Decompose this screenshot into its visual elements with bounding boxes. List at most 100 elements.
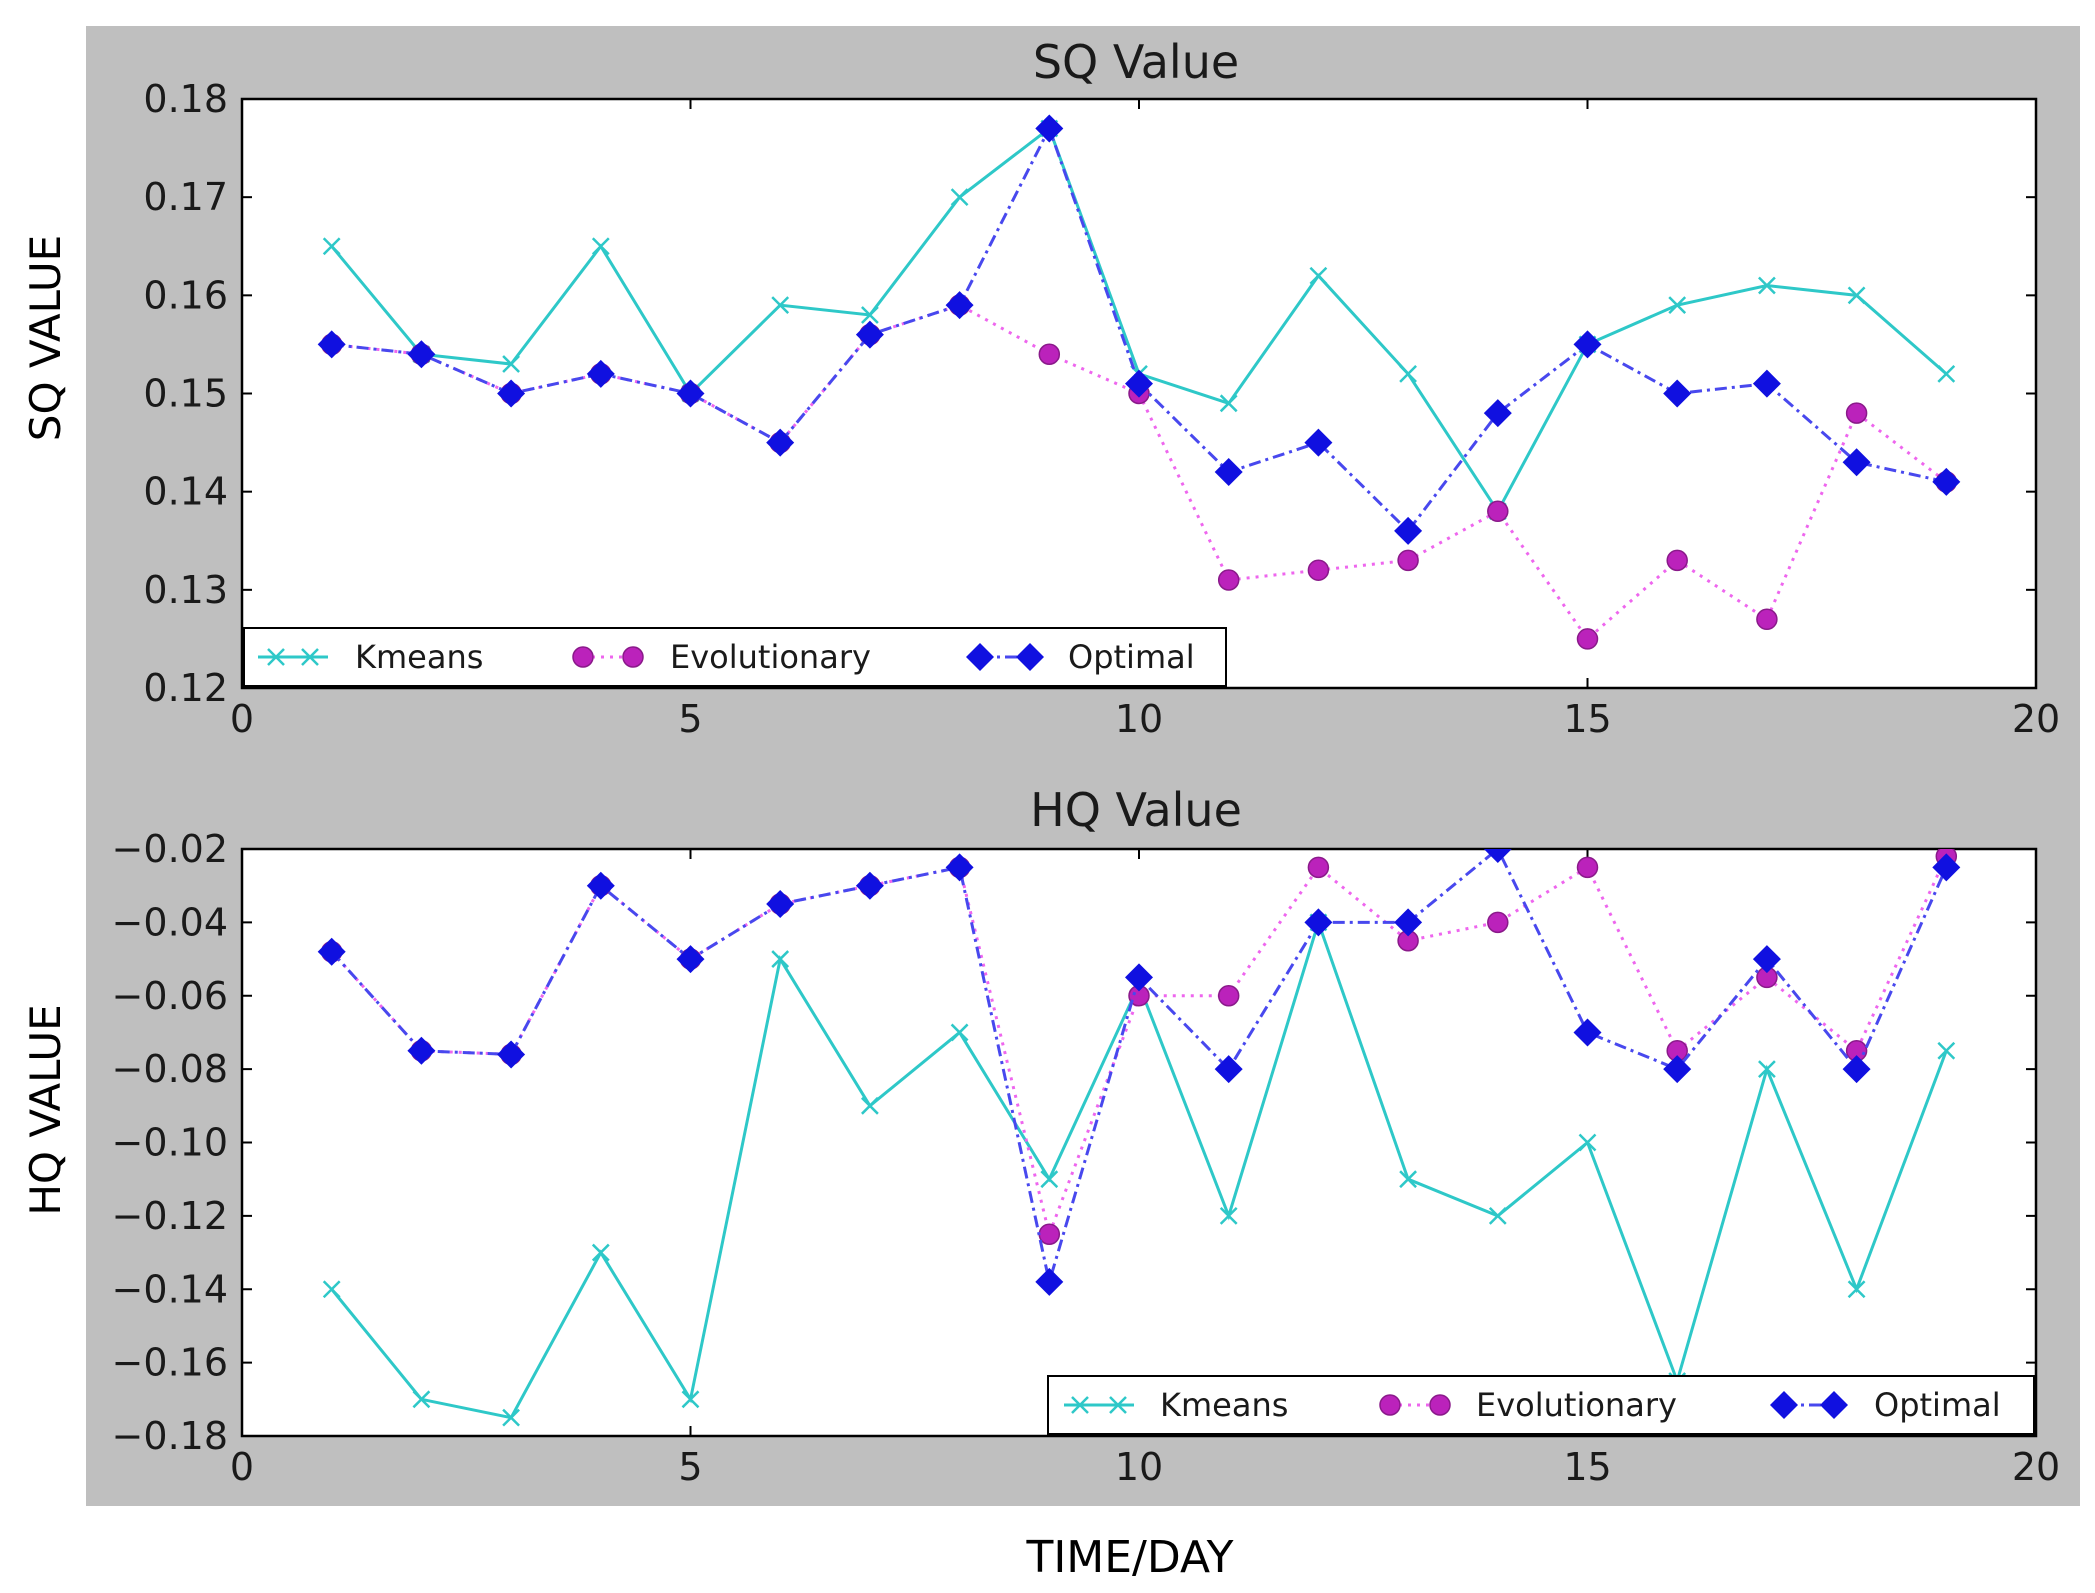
hq-kmeans-point <box>412 1390 431 1409</box>
hq-optimal-point <box>855 871 884 900</box>
sq-optimal-point <box>945 291 974 320</box>
sq-optimal-point <box>1035 114 1064 143</box>
hq-legend-kmeans-label: Kmeans <box>1160 1386 1288 1424</box>
hq-y-tick-label: −0.12 <box>112 1194 228 1238</box>
sq-evolutionary-point <box>1576 628 1599 650</box>
hq-legend-optimal-marker <box>1820 1391 1848 1419</box>
sq-y-tick-label: 0.12 <box>143 666 228 710</box>
sq-evolutionary-point <box>1307 559 1330 581</box>
sq-legend-evolutionary-marker <box>572 646 594 668</box>
hq-legend-optimal-label: Optimal <box>1874 1386 2001 1424</box>
hq-kmeans-point <box>1937 1041 1956 1060</box>
sq-chart-title: SQ Value <box>1033 35 1239 89</box>
sq-chart: SQ Value 0 5 10 15 20 0.120.130.140.150.160.… <box>21 35 2060 741</box>
hq-y-tick-label: −0.02 <box>112 827 228 871</box>
sq-kmeans-point <box>591 237 610 256</box>
hq-optimal-point <box>766 890 795 919</box>
hq-evolutionary-point <box>1038 1223 1061 1245</box>
hq-kmeans-point <box>502 1408 520 1427</box>
sq-kmeans-point <box>1399 364 1417 383</box>
hq-optimal-point <box>1663 1055 1692 1084</box>
sq-optimal-point <box>407 340 436 369</box>
hq-optimal-point <box>1752 945 1781 974</box>
sq-optimal-point <box>676 379 705 408</box>
hq-legend-box <box>1047 1375 2035 1435</box>
sq-optimal-point <box>1573 330 1602 359</box>
sq-optimal-point <box>317 330 346 359</box>
hq-kmeans-point <box>1847 1280 1866 1299</box>
hq-kmeans-point <box>950 1023 969 1042</box>
sq-series-optimal <box>317 114 1961 545</box>
sq-optimal-point <box>1214 458 1243 487</box>
sq-legend-kmeans-markers <box>267 648 319 666</box>
hq-optimal-point <box>1573 1018 1602 1047</box>
hq-evolutionary-point <box>1217 985 1240 1007</box>
hq-optimal-point <box>1483 849 1512 863</box>
hq-evolutionary-point <box>1487 911 1509 934</box>
hq-x-tick-label: 10 <box>1115 1445 1163 1489</box>
hq-kmeans-point <box>1219 1206 1238 1225</box>
sq-kmeans-point <box>1668 296 1687 315</box>
sq-legend-box <box>243 627 1227 687</box>
sq-y-tick-label: 0.18 <box>143 77 228 121</box>
hq-optimal-point <box>1304 908 1333 937</box>
sq-evolutionary-point <box>1845 402 1868 424</box>
sq-kmeans-point <box>950 188 969 207</box>
hq-series-group <box>317 849 1961 1427</box>
hq-x-tick-label: 15 <box>1563 1445 1611 1489</box>
hq-kmeans-point <box>591 1243 610 1262</box>
hq-legend-evolutionary-marker <box>1429 1394 1451 1416</box>
sq-legend-kmeans-label: Kmeans <box>355 638 483 676</box>
sq-optimal-point <box>586 359 615 388</box>
hq-legend-kmeans-markers <box>1071 1396 1127 1414</box>
hq-chart-title: HQ Value <box>1030 783 1242 837</box>
hq-optimal-point <box>1125 963 1153 992</box>
hq-y-tick-label: −0.08 <box>112 1047 228 1091</box>
hq-series-optimal <box>317 849 1961 1296</box>
sq-x-tick-label: 10 <box>1115 697 1163 741</box>
hq-y-tick-label: −0.14 <box>112 1267 228 1311</box>
sq-evolutionary-point <box>1397 549 1419 572</box>
sq-kmeans-point <box>1219 394 1238 413</box>
sq-x-tick-label: 15 <box>1563 697 1611 741</box>
sq-kmeans-point <box>1758 276 1776 295</box>
hq-optimal-point <box>497 1040 526 1069</box>
hq-x-tick-label: 0 <box>230 1445 254 1489</box>
sq-y-tick-label: 0.16 <box>143 273 228 317</box>
hq-legend-evolutionary-label: Evolutionary <box>1476 1386 1677 1424</box>
hq-kmeans-point <box>1399 1170 1417 1189</box>
hq-evolutionary-point <box>1307 856 1330 879</box>
sq-x-tick-label: 20 <box>2012 697 2060 741</box>
hq-legend-evolutionary-marker <box>1379 1394 1401 1416</box>
hq-y-axis: −0.18 −0.16 −0.14 −0.12 −0.10 −0.08 −0.06 −0.04… <box>112 827 2036 1458</box>
hq-optimal-point <box>676 945 705 974</box>
sq-evolutionary-point <box>1487 500 1509 523</box>
sq-optimal-point <box>1663 379 1692 408</box>
sq-optimal-point <box>766 428 795 457</box>
sq-kmeans-point <box>1847 286 1866 305</box>
sq-kmeans-point <box>1937 364 1956 383</box>
hq-y-tick-label: −0.18 <box>112 1414 228 1458</box>
hq-kmeans-point <box>1040 1170 1059 1189</box>
hq-optimal-point <box>407 1036 436 1065</box>
hq-kmeans-point <box>681 1390 700 1409</box>
hq-kmeans-point <box>1758 1060 1776 1079</box>
hq-kmeans-point <box>1578 1133 1597 1152</box>
hq-y-tick-label: −0.04 <box>112 900 228 944</box>
sq-legend-optimal-marker <box>1016 643 1044 671</box>
sq-kmeans-point <box>771 296 790 315</box>
sq-legend-optimal-label: Optimal <box>1068 638 1195 676</box>
hq-kmeans-point <box>861 1096 879 1115</box>
sq-optimal-point <box>1125 369 1153 398</box>
sq-y-axis-label: SQ VALUE <box>21 235 70 441</box>
sq-evolutionary-point <box>1756 608 1778 631</box>
sq-y-tick-label: 0.15 <box>143 372 228 416</box>
hq-plot-area <box>240 847 2038 1438</box>
hq-legend: Kmeans Evolutionary Optimal <box>1047 1375 2035 1435</box>
sq-evolutionary-point <box>1666 549 1688 572</box>
sq-y-tick-label: 0.13 <box>143 568 228 612</box>
sq-legend-evolutionary-marker <box>622 646 644 668</box>
hq-optimal-point <box>1932 853 1961 882</box>
hq-y-tick-label: −0.16 <box>112 1341 228 1385</box>
